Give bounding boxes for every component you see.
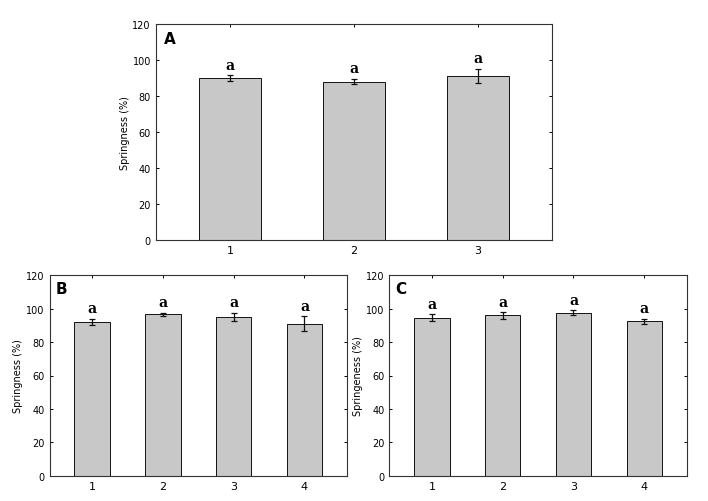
Text: a: a [88,302,96,316]
Y-axis label: Springness (%): Springness (%) [13,339,23,413]
Text: a: a [569,293,578,307]
Text: a: a [498,295,507,309]
Bar [74,322,110,476]
Y-axis label: Springness (%): Springness (%) [120,96,130,170]
Text: a: a [640,302,649,316]
Bar [323,83,385,240]
Bar [287,324,322,476]
Bar [216,317,251,476]
Bar [556,313,591,476]
Text: a: a [226,59,234,73]
Text: a: a [350,62,358,76]
Bar [447,77,509,240]
Bar [199,79,261,240]
Text: C: C [395,282,406,297]
Bar [145,315,181,476]
Text: a: a [300,299,309,313]
Y-axis label: Springeness (%): Springeness (%) [353,336,363,416]
Text: A: A [164,32,176,47]
Bar [627,322,662,476]
Text: a: a [474,53,482,66]
Text: a: a [229,296,238,310]
Text: B: B [55,282,67,297]
Bar [414,318,450,476]
Text: a: a [159,296,167,310]
Bar [485,316,520,476]
Text: a: a [428,298,436,312]
